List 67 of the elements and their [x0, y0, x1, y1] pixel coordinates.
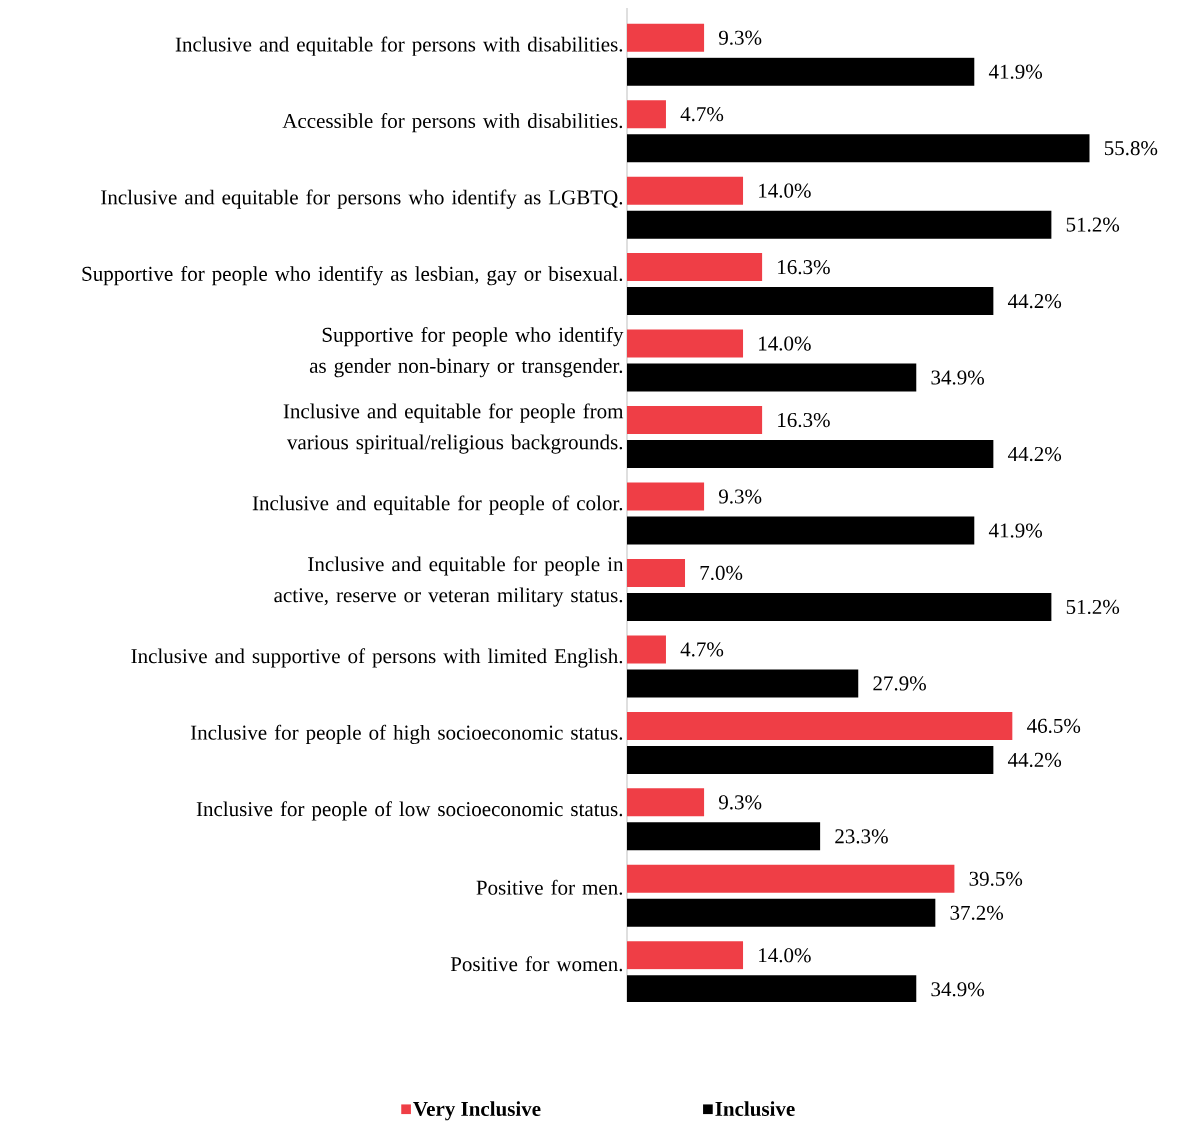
data-label: 37.2% — [950, 905, 1004, 920]
y-tick-label: Inclusive for people of low socioeconomic status. — [196, 801, 623, 821]
data-label: 51.2% — [1066, 599, 1120, 615]
bar — [627, 864, 955, 893]
bar — [627, 329, 744, 358]
bar — [627, 176, 744, 205]
data-label: 34.9% — [931, 982, 985, 997]
data-label: 51.2% — [1066, 217, 1120, 232]
bar — [627, 822, 821, 851]
data-label: 55.8% — [1104, 141, 1158, 156]
data-label: 4.7% — [680, 107, 724, 122]
data-label: 44.2% — [1007, 752, 1062, 768]
bar — [627, 592, 1052, 621]
data-label: 14.0% — [759, 948, 811, 963]
bar — [627, 941, 744, 970]
bar — [627, 898, 936, 927]
y-tick-label: Inclusive for people of high socioeconomic status. — [190, 724, 623, 745]
bar — [627, 57, 975, 86]
data-label: 4.7% — [680, 642, 724, 657]
data-label: 44.2% — [1007, 446, 1062, 462]
data-label: 7.0% — [700, 565, 743, 581]
bar — [627, 635, 666, 664]
y-tick-label: Positive for women. — [450, 956, 623, 972]
data-label: 39.5% — [969, 871, 1023, 886]
data-label: 9.3% — [718, 30, 762, 45]
y-tick-label: Inclusive and equitable for people of color. — [252, 495, 623, 515]
y-tick-label: Inclusive and equitable for people from various spiritual/religious backgrounds. — [283, 403, 624, 454]
data-label: 9.3% — [718, 489, 762, 504]
bar — [627, 440, 994, 469]
data-label: 16.3% — [778, 260, 830, 275]
bar — [627, 745, 994, 774]
bar — [627, 975, 917, 1003]
bar — [627, 363, 917, 392]
y-tick-label: Inclusive and equitable for persons who identify as LGBTQ. — [101, 189, 623, 209]
bar — [627, 100, 666, 129]
data-label: 34.9% — [931, 370, 985, 385]
bar — [627, 406, 763, 435]
bar — [627, 253, 763, 282]
y-tick-label: Positive for men. — [476, 879, 623, 895]
y-tick-label: Supportive for people who identify as gender non-binary or transgender. — [309, 326, 624, 378]
data-label: 27.9% — [873, 676, 926, 691]
bar — [627, 669, 859, 698]
y-tick-label: Supportive for people who identify as lesbian, gay or bisexual. — [82, 265, 623, 286]
data-label: 41.9% — [988, 523, 1043, 538]
bar — [627, 134, 1090, 163]
bar — [627, 482, 705, 511]
bar — [627, 210, 1052, 239]
y-tick-label: Inclusive and supportive of persons with limited English. — [131, 648, 623, 668]
bar — [627, 558, 686, 587]
y-tick-label: Inclusive and equitable for persons with disabilities. — [175, 36, 623, 56]
bar — [627, 23, 705, 52]
bar — [627, 516, 975, 545]
bar — [627, 788, 705, 817]
legend-label: Very Inclusive — [413, 1101, 541, 1121]
y-tick-label: Accessible for persons with disabilities. — [282, 113, 623, 133]
data-label: 14.0% — [759, 336, 811, 351]
data-label: 46.5% — [1027, 718, 1081, 734]
bar — [627, 711, 1013, 740]
legend-label: Inclusive — [715, 1101, 795, 1117]
bar — [627, 287, 994, 316]
data-label: 16.3% — [778, 412, 830, 428]
y-tick-label: Inclusive and equitable for people in active, reserve or veteran military status. — [274, 556, 624, 607]
data-label: 23.3% — [835, 829, 888, 844]
data-label: 14.0% — [759, 183, 811, 198]
data-label: 44.2% — [1007, 294, 1062, 309]
data-label: 41.9% — [988, 64, 1043, 79]
data-label: 9.3% — [718, 795, 762, 810]
